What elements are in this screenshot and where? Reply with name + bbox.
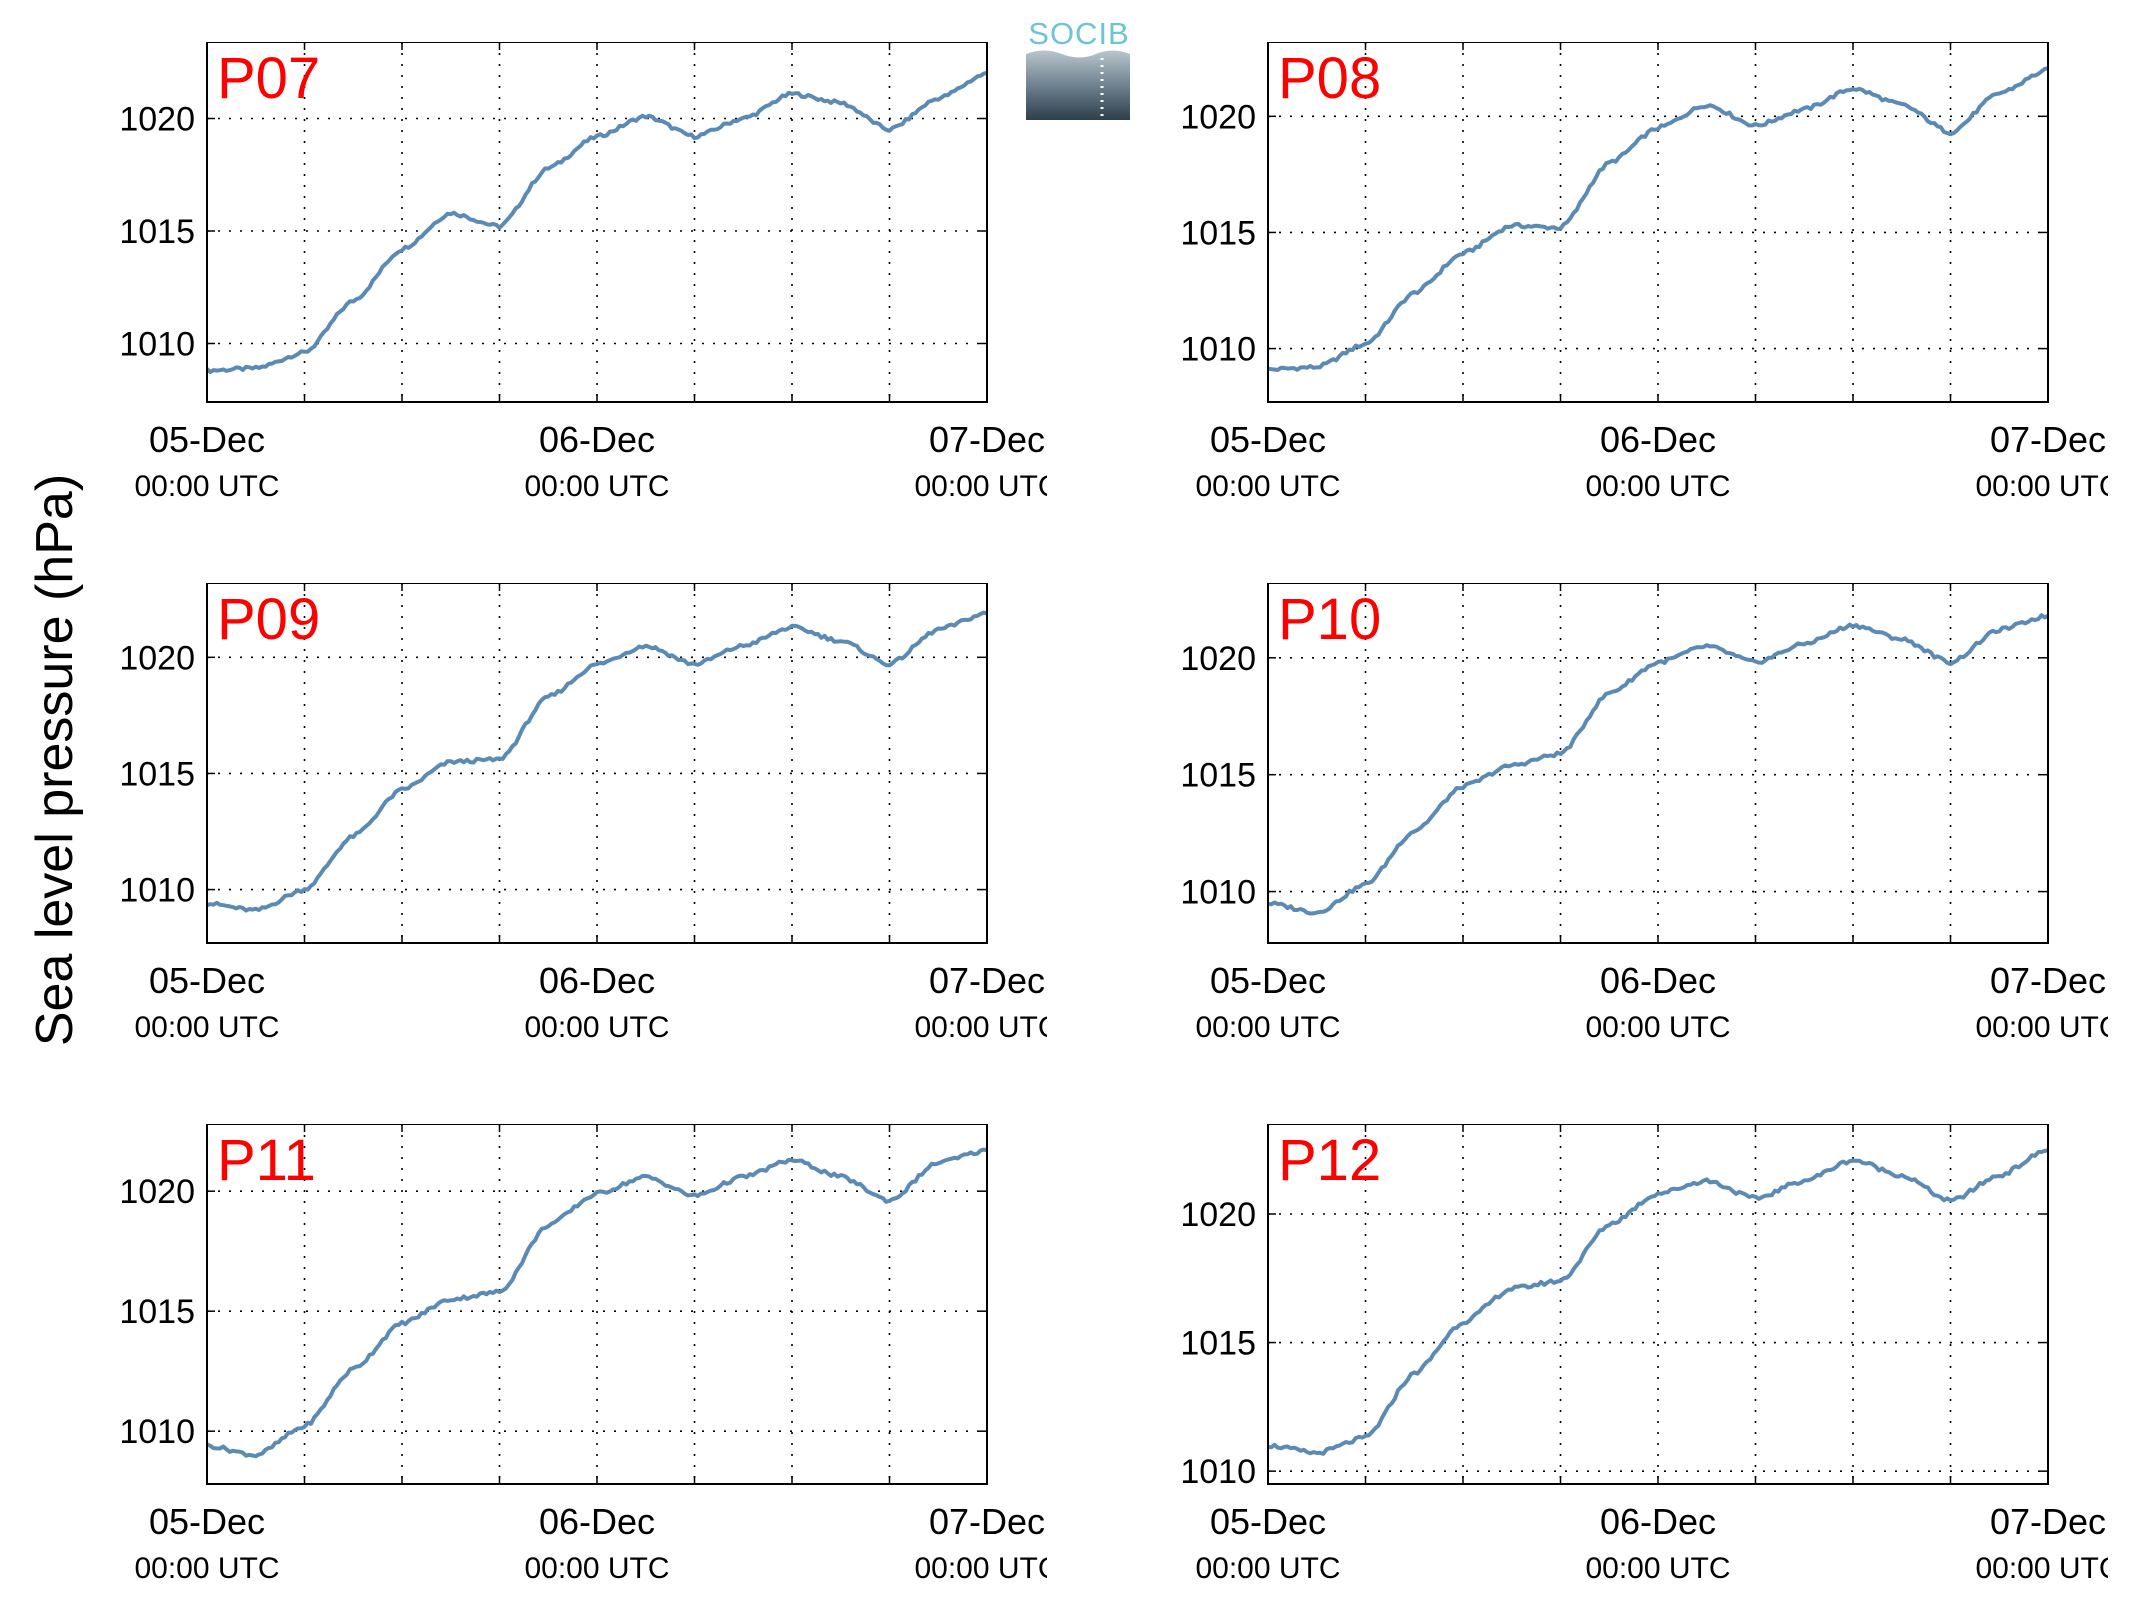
x-tick-label: 06-Dec — [539, 960, 655, 1001]
x-tick-label: 05-Dec — [149, 960, 265, 1001]
y-tick-label: 1015 — [119, 1293, 195, 1331]
y-tick-label: 1015 — [119, 755, 195, 793]
x-tick-sublabel: 00:00 UTC — [1585, 1552, 1730, 1585]
x-tick-label: 05-Dec — [149, 419, 265, 460]
x-tick-sublabel: 00:00 UTC — [1195, 1552, 1340, 1585]
x-tick-sublabel: 00:00 UTC — [1195, 470, 1340, 503]
y-tick-label: 1010 — [119, 1413, 195, 1451]
x-tick-sublabel: 00:00 UTC — [1585, 1011, 1730, 1044]
panel-label: P10 — [1278, 587, 1381, 652]
y-tick-label: 1020 — [1180, 1196, 1256, 1234]
pressure-series-line — [206, 610, 988, 913]
pressure-series-line — [206, 1147, 988, 1459]
plot-frame — [1267, 583, 2049, 944]
plot-frame — [1267, 42, 2049, 403]
y-tick-label: 1020 — [119, 1173, 195, 1211]
panel-label: P09 — [217, 587, 320, 652]
global-ylabel-container: Sea level pressure (hPa) — [26, 474, 84, 1046]
y-tick-label: 1020 — [1180, 98, 1256, 136]
x-tick-sublabel: 00:00 UTC — [134, 1011, 279, 1044]
x-tick-label: 05-Dec — [1210, 1501, 1326, 1542]
x-tick-sublabel: 00:00 UTC — [1975, 1011, 2108, 1044]
x-tick-sublabel: 00:00 UTC — [134, 470, 279, 503]
y-tick-label: 1010 — [1180, 1453, 1256, 1491]
x-tick-sublabel: 00:00 UTC — [524, 470, 669, 503]
x-tick-sublabel: 00:00 UTC — [914, 1552, 1047, 1585]
pressure-series-line — [1267, 613, 2049, 916]
x-tick-label: 06-Dec — [539, 419, 655, 460]
x-tick-label: 06-Dec — [1600, 419, 1716, 460]
y-tick-label: 1015 — [1180, 1325, 1256, 1363]
y-tick-label: 1020 — [119, 101, 195, 139]
panel-label: P11 — [217, 1128, 316, 1193]
pressure-panel-p08: 1010 1015 1020 05-Dec 00:00 UTC 06-Dec 00:00 U… — [1180, 42, 2108, 503]
pressure-panel-p07: 1010 1015 1020 05-Dec 00:00 UTC 06-Dec 00:00 U… — [119, 42, 1047, 503]
x-tick-sublabel: 00:00 UTC — [914, 1011, 1047, 1044]
pressure-panel-p10: 1010 1015 1020 05-Dec 00:00 UTC 06-Dec 00:00 U… — [1180, 583, 2108, 1044]
x-tick-label: 07-Dec — [929, 419, 1045, 460]
y-tick-label: 1015 — [1180, 757, 1256, 795]
logo-wordmark: SOCIB — [1028, 16, 1129, 51]
plot-frame — [206, 583, 988, 944]
x-tick-label: 07-Dec — [1990, 960, 2106, 1001]
pressure-series-line — [205, 70, 988, 374]
plot-frame — [206, 1124, 988, 1485]
x-tick-label: 06-Dec — [1600, 960, 1716, 1001]
x-tick-sublabel: 00:00 UTC — [1975, 470, 2108, 503]
x-tick-sublabel: 00:00 UTC — [134, 1552, 279, 1585]
pressure-series-line — [1267, 1148, 2049, 1456]
pressure-panel-p11: 1010 1015 1020 05-Dec 00:00 UTC 06-Dec 00:00 U… — [119, 1124, 1047, 1585]
y-tick-label: 1020 — [119, 639, 195, 677]
x-tick-sublabel: 00:00 UTC — [1585, 470, 1730, 503]
plot-frame — [1267, 1124, 2049, 1485]
panel-label: P08 — [1278, 46, 1381, 111]
y-tick-label: 1010 — [1180, 874, 1256, 912]
x-tick-label: 05-Dec — [149, 1501, 265, 1542]
x-tick-label: 07-Dec — [929, 1501, 1045, 1542]
plot-frame — [206, 42, 988, 403]
x-tick-label: 07-Dec — [929, 960, 1045, 1001]
x-tick-sublabel: 00:00 UTC — [1975, 1552, 2108, 1585]
x-tick-label: 06-Dec — [1600, 1501, 1716, 1542]
x-tick-sublabel: 00:00 UTC — [524, 1011, 669, 1044]
y-tick-label: 1015 — [119, 213, 195, 251]
pressure-series-line — [1267, 66, 2049, 372]
panel-label: P12 — [1278, 1128, 1381, 1193]
x-tick-sublabel: 00:00 UTC — [1195, 1011, 1340, 1044]
panel-label: P07 — [217, 46, 320, 111]
x-tick-sublabel: 00:00 UTC — [914, 470, 1047, 503]
y-tick-label: 1020 — [1180, 640, 1256, 678]
x-tick-label: 06-Dec — [539, 1501, 655, 1542]
y-tick-label: 1010 — [119, 326, 195, 364]
pressure-panel-p12: 1010 1015 1020 05-Dec 00:00 UTC 06-Dec 00:00 U… — [1180, 1124, 2108, 1585]
x-tick-label: 07-Dec — [1990, 1501, 2106, 1542]
x-tick-label: 05-Dec — [1210, 960, 1326, 1001]
y-tick-label: 1015 — [1180, 214, 1256, 252]
y-tick-label: 1010 — [1180, 331, 1256, 369]
x-tick-label: 05-Dec — [1210, 419, 1326, 460]
y-axis-label: Sea level pressure (hPa) — [26, 474, 84, 1046]
x-tick-label: 07-Dec — [1990, 419, 2106, 460]
socib-logo: SOCIB — [1026, 16, 1130, 120]
y-tick-label: 1010 — [119, 872, 195, 910]
pressure-panel-p09: 1010 1015 1020 05-Dec 00:00 UTC 06-Dec 00:00 U… — [119, 583, 1047, 1044]
x-tick-sublabel: 00:00 UTC — [524, 1552, 669, 1585]
